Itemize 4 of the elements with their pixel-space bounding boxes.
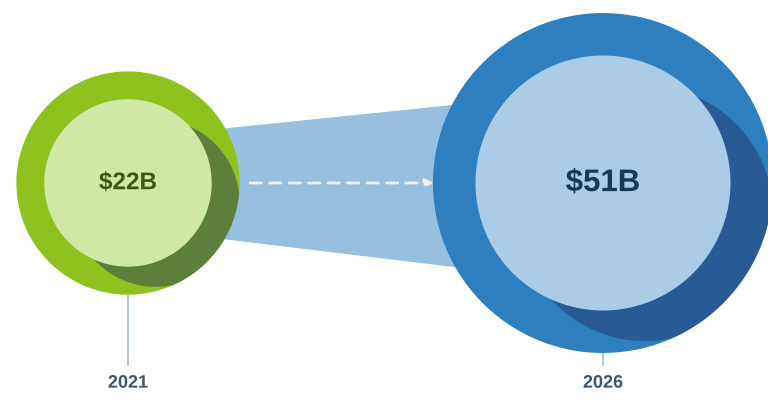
data-label: $22B	[99, 171, 156, 192]
category-label: 2021	[108, 375, 148, 388]
data-label: $51B	[566, 168, 639, 194]
category-label: 2026	[584, 375, 622, 388]
